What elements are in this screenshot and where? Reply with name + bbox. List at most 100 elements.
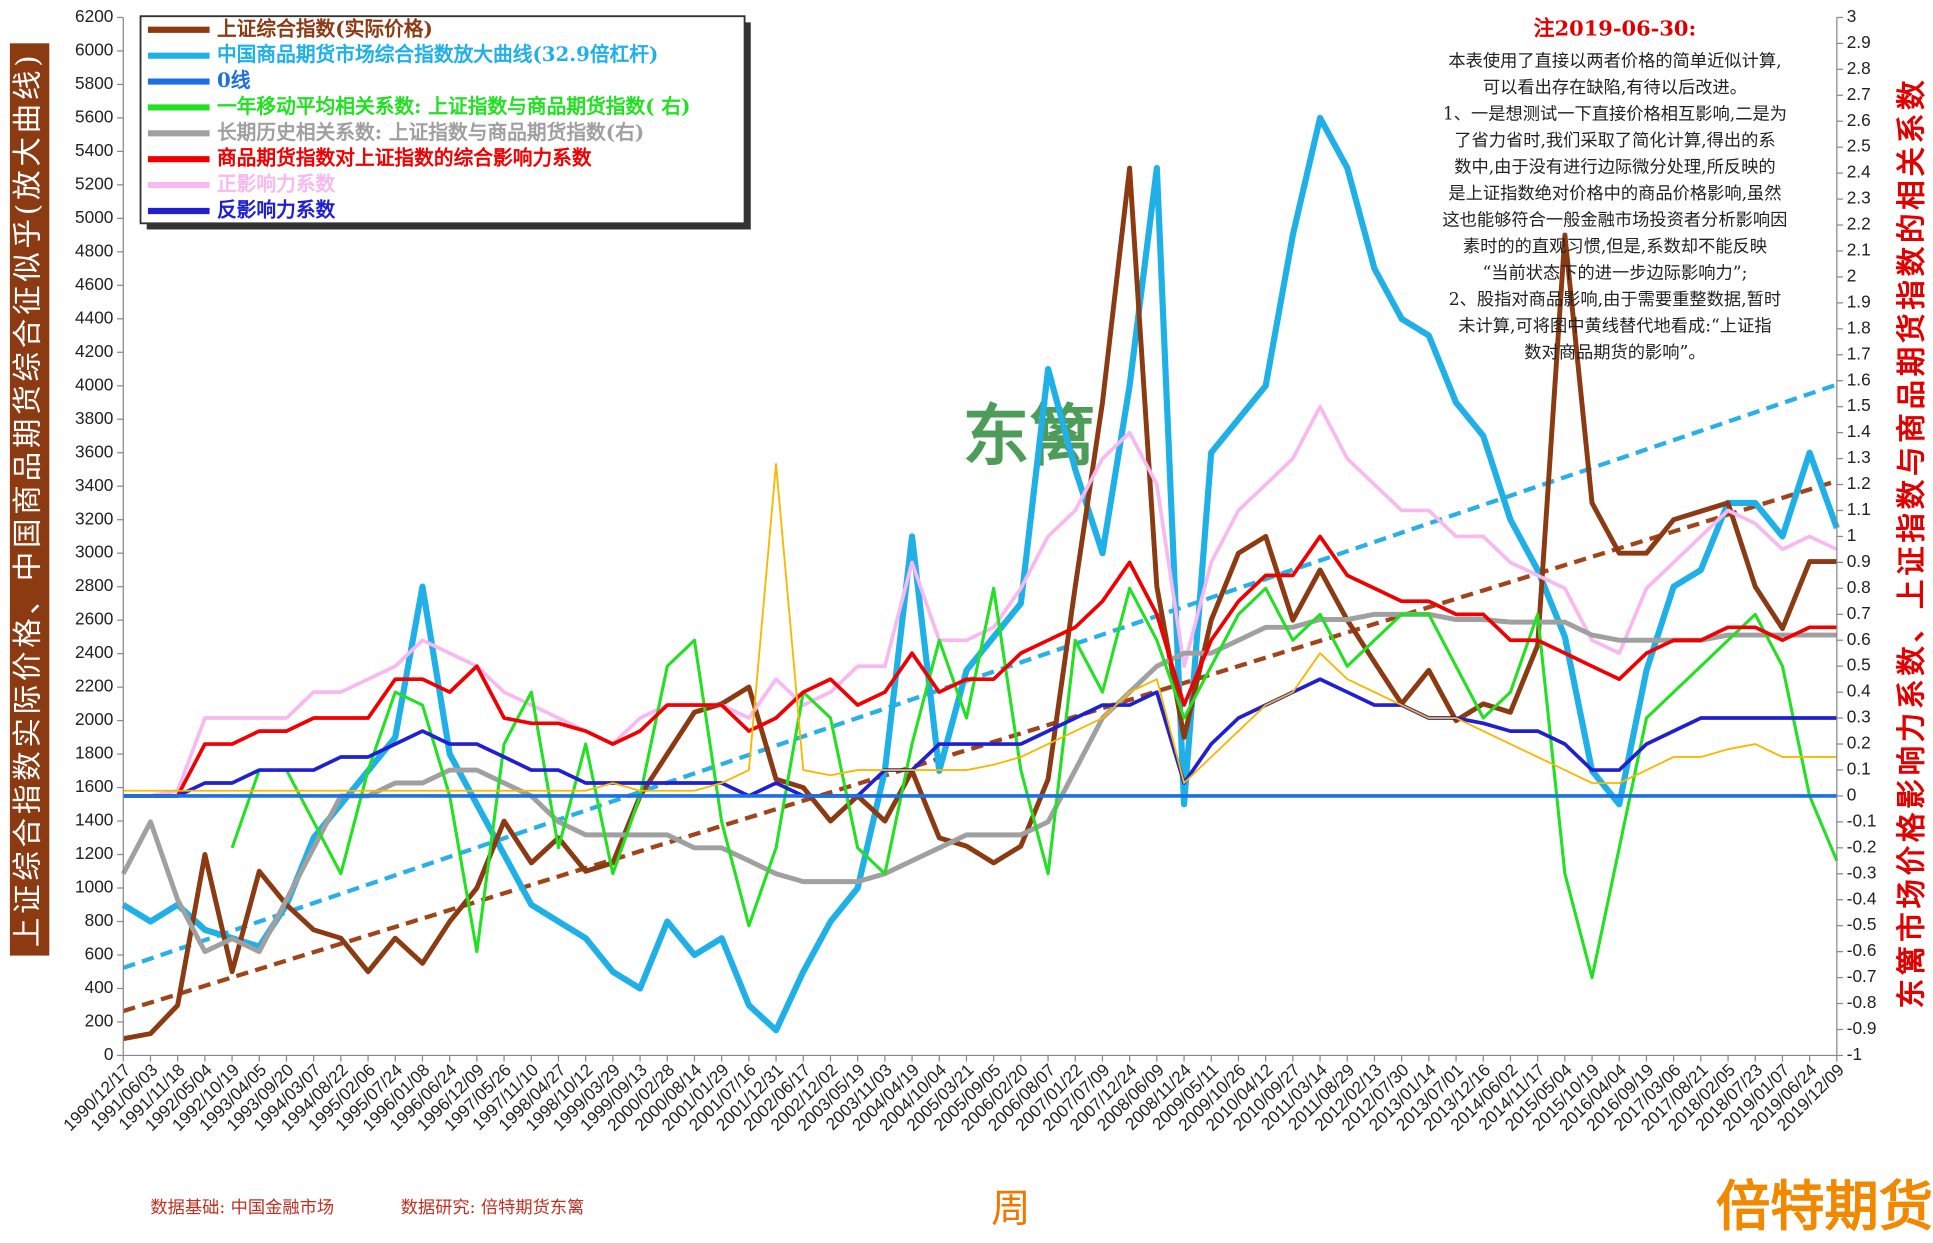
y2-tick-label: -0.7 bbox=[1847, 966, 1877, 986]
y2-tick-label: -0.2 bbox=[1847, 836, 1877, 856]
y2-tick-label: 1.9 bbox=[1847, 291, 1871, 311]
note-title: 注2019-06-30: bbox=[1534, 15, 1697, 40]
y-tick-label: 5400 bbox=[75, 140, 113, 160]
y-tick-label: 600 bbox=[85, 944, 114, 964]
y-tick-label: 5600 bbox=[75, 106, 113, 126]
y2-tick-label: 1.6 bbox=[1847, 369, 1871, 389]
right-axis-label: 东篱市场价格影响力系数、上证指数与商品期货指数的相关系数 bbox=[1893, 77, 1928, 1009]
note-line: 2、股指对商品影响,由于需要重整数据,暂时 bbox=[1449, 290, 1781, 310]
y2-tick-label: -0.4 bbox=[1847, 888, 1877, 908]
legend-label: 上证综合指数(实际价格) bbox=[217, 16, 433, 40]
note-line: 素时的的直观习惯,但是,系数却不能反映 bbox=[1463, 237, 1767, 257]
y2-tick-label: 0.6 bbox=[1847, 629, 1871, 649]
legend-box bbox=[139, 15, 746, 225]
y2-tick-label: 2.6 bbox=[1847, 110, 1871, 130]
y-tick-label: 5200 bbox=[75, 173, 113, 193]
series-line bbox=[230, 586, 1839, 980]
y-tick-label: 3000 bbox=[75, 542, 113, 562]
note-line: 可以看出存在缺陷,有待以后改进。 bbox=[1483, 78, 1747, 98]
series-group bbox=[121, 114, 1840, 1042]
legend-label: 长期历史相关系数: 上证指数与商品期货指数(右) bbox=[217, 120, 644, 144]
y2-tick-label: 1.4 bbox=[1847, 421, 1871, 441]
note-line: 本表使用了直接以两者价格的简单近似计算, bbox=[1448, 50, 1781, 71]
footer-research: 数据研究: 倍特期货东篱 bbox=[401, 1198, 585, 1218]
y2-tick-label: 0.4 bbox=[1847, 681, 1871, 701]
trend-line bbox=[122, 478, 1838, 1014]
y-tick-label: 6000 bbox=[75, 39, 113, 59]
x-axis-label: 周 bbox=[991, 1186, 1030, 1232]
y2-tick-label: -0.5 bbox=[1847, 914, 1877, 934]
note-line: 数对商品期货的影响”。 bbox=[1524, 343, 1705, 363]
y2-tick-label: 0.3 bbox=[1847, 707, 1871, 727]
y2-tick-label: 0.5 bbox=[1847, 655, 1871, 675]
y-tick-label: 5000 bbox=[75, 207, 113, 227]
y2-tick-label: -0.9 bbox=[1847, 1018, 1877, 1038]
note-line: 这也能够符合一般金融市场投资者分析影响因 bbox=[1442, 210, 1787, 230]
y-tick-label: 4600 bbox=[75, 274, 113, 294]
y2-tick-label: -0.1 bbox=[1847, 810, 1877, 830]
logo: 倍特期货 bbox=[1716, 1174, 1933, 1238]
series-line bbox=[122, 165, 1837, 1042]
y-tick-label: 2400 bbox=[75, 642, 113, 662]
legend-label: 商品期货指数对上证指数的综合影响力系数 bbox=[217, 146, 592, 170]
y-tick-label: 4200 bbox=[75, 341, 113, 361]
y-tick-label: 2800 bbox=[75, 575, 113, 595]
y-tick-label: 4000 bbox=[75, 374, 113, 394]
y2-tick-label: 1 bbox=[1847, 525, 1857, 545]
y-tick-label: 400 bbox=[85, 977, 114, 997]
y2-tick-label: 1.1 bbox=[1847, 499, 1871, 519]
y-tick-label: 3200 bbox=[75, 508, 113, 528]
y-tick-label: 2600 bbox=[75, 609, 113, 629]
legend-label: 一年移动平均相关系数: 上证指数与商品期货指数( 右) bbox=[217, 94, 690, 118]
series-line bbox=[123, 462, 1837, 792]
y2-tick-label: 2.2 bbox=[1847, 214, 1871, 234]
y-tick-label: 1000 bbox=[75, 877, 113, 897]
y-tick-label: 2000 bbox=[75, 709, 113, 729]
note-line: 了省力省时,我们采取了简化计算,得出的系 bbox=[1454, 131, 1775, 151]
legend-label: 反影响力系数 bbox=[217, 197, 336, 221]
y-tick-label: 1600 bbox=[75, 776, 113, 796]
y2-tick-label: 0.2 bbox=[1847, 733, 1871, 753]
note-line: 数中,由于没有进行边际微分处理,所反映的 bbox=[1454, 157, 1775, 177]
y2-tick-label: 1.5 bbox=[1847, 395, 1871, 415]
trend-line bbox=[122, 382, 1838, 970]
y2-tick-label: 2.8 bbox=[1847, 58, 1871, 78]
y2-tick-label: 0.1 bbox=[1847, 759, 1871, 779]
legend-label: 0线 bbox=[217, 68, 251, 92]
footer-source: 数据基础: 中国金融市场 bbox=[150, 1198, 334, 1218]
y2-tick-label: 1.2 bbox=[1847, 473, 1871, 493]
note-line: 1、一是想测试一下直接价格相互影响,二是为 bbox=[1443, 104, 1787, 124]
y2-tick-label: 0.7 bbox=[1847, 603, 1871, 623]
y2-tick-label: 2 bbox=[1847, 266, 1857, 286]
legend-label: 中国商品期货市场综合指数放大曲线(32.9倍杠杆) bbox=[217, 42, 658, 66]
y2-tick-label: 0 bbox=[1847, 785, 1857, 805]
y-tick-label: 3400 bbox=[75, 475, 113, 495]
y-tick-label: 2200 bbox=[75, 676, 113, 696]
y2-tick-label: -0.3 bbox=[1847, 862, 1877, 882]
y-tick-label: 1400 bbox=[75, 810, 113, 830]
y2-tick-label: 0.8 bbox=[1847, 577, 1871, 597]
y2-tick-label: 2.4 bbox=[1847, 162, 1871, 182]
y-tick-label: 3600 bbox=[75, 441, 113, 461]
series-line bbox=[123, 677, 1837, 798]
series-line bbox=[123, 534, 1837, 798]
y2-tick-label: -0.8 bbox=[1847, 992, 1877, 1012]
series-line bbox=[123, 404, 1838, 798]
y2-tick-label: 2.3 bbox=[1847, 188, 1871, 208]
note-line: 是上证指数绝对价格中的商品价格影响,虽然 bbox=[1448, 184, 1781, 204]
y2-tick-label: 2.1 bbox=[1847, 240, 1871, 260]
note-line: “当前状态下的进一步边际影响力”; bbox=[1482, 263, 1747, 283]
y2-tick-label: -0.6 bbox=[1847, 940, 1877, 960]
y-tick-label: 3800 bbox=[75, 408, 113, 428]
y2-tick-label: 1.3 bbox=[1847, 447, 1871, 467]
y2-tick-label: 1.8 bbox=[1847, 317, 1871, 337]
y2-tick-label: 2.9 bbox=[1847, 32, 1871, 52]
y2-tick-label: 3 bbox=[1847, 6, 1857, 26]
series-line bbox=[121, 611, 1837, 955]
y-tick-label: 200 bbox=[85, 1011, 114, 1031]
y-tick-label: 0 bbox=[104, 1044, 114, 1064]
left-axis-label-bg bbox=[9, 43, 50, 956]
y-tick-label: 4800 bbox=[75, 240, 113, 260]
y-tick-label: 1800 bbox=[75, 743, 113, 763]
